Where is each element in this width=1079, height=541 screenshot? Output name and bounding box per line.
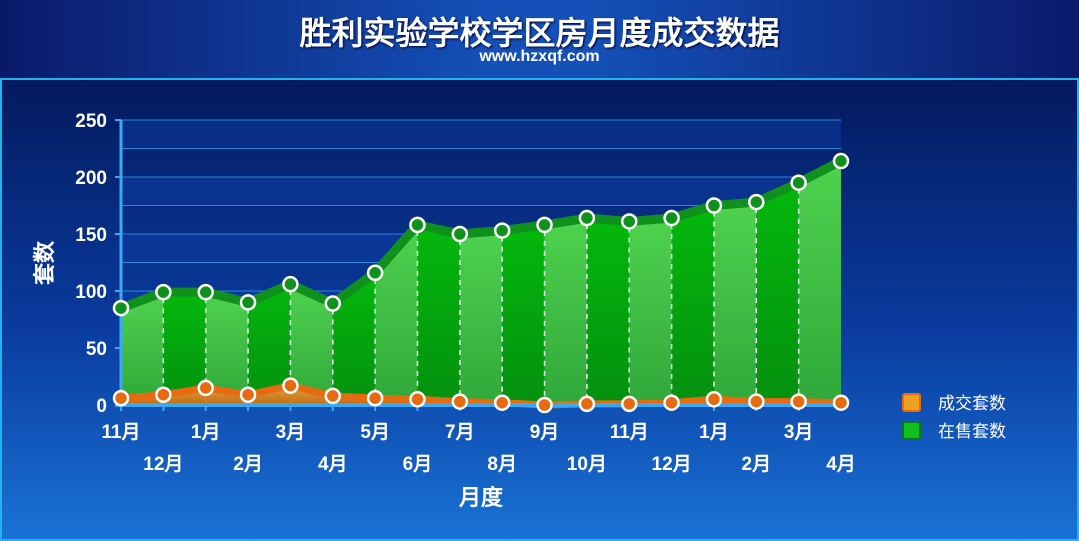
sale-area-segment [544, 218, 587, 405]
sale-data-point [112, 299, 130, 317]
sale-data-point [493, 222, 511, 239]
sale-data-point [790, 174, 807, 191]
sale-area-segment [417, 224, 460, 405]
sale-data-point [748, 193, 765, 211]
sale-data-point [197, 283, 214, 301]
x-tick-label: 1月 [191, 422, 221, 443]
x-tick-label: 11月 [101, 422, 140, 443]
legend-label: 成交套数 [938, 394, 1006, 414]
sale-data-point [239, 294, 257, 311]
y-axis-title: 套数 [32, 240, 58, 285]
sale-area-segment [459, 230, 503, 405]
sold-data-point [324, 387, 342, 405]
header-banner: 胜利实验学校学区房月度成交数据 www.hzxqf.com [0, 0, 1079, 78]
sold-data-point [451, 393, 469, 410]
sale-area-segment [163, 292, 206, 405]
sale-area-segment [798, 161, 841, 405]
sale-data-point [832, 152, 850, 170]
x-tick-label: 3月 [276, 422, 306, 443]
sale-area-segment [248, 284, 291, 405]
legend-swatch [902, 421, 921, 440]
y-tick-label: 250 [75, 111, 107, 132]
sold-data-point [536, 396, 553, 414]
sale-data-point [451, 225, 469, 243]
x-tick-label: 9月 [530, 422, 560, 443]
x-tick-label: 12月 [143, 454, 183, 475]
sale-data-point [663, 209, 680, 227]
sale-data-point [620, 213, 638, 230]
sold-data-point [620, 395, 638, 413]
sale-area-segment [290, 284, 333, 405]
x-tick-label: 6月 [403, 454, 433, 475]
y-tick-label: 0 [96, 396, 107, 417]
sale-area-segment [586, 218, 630, 405]
y-tick-label: 150 [75, 225, 107, 246]
sale-data-point [409, 216, 426, 234]
sold-data-point [409, 391, 426, 408]
y-tick-label: 200 [75, 168, 107, 189]
sold-data-point [239, 386, 257, 403]
sale-area-segment [205, 292, 249, 405]
x-tick-label: 2月 [233, 454, 263, 475]
grid-band [121, 120, 841, 149]
sale-area-segment [756, 182, 799, 405]
legend-label: 在售套数 [938, 422, 1006, 442]
sold-data-point [790, 393, 807, 410]
sale-area-segment [332, 272, 376, 405]
sale-data-point [155, 283, 172, 301]
sold-data-point [112, 389, 130, 407]
sold-data-point [282, 377, 299, 394]
y-tick-label: 50 [86, 339, 107, 360]
sold-data-point [155, 386, 172, 403]
sale-area-segment [121, 292, 164, 405]
x-tick-label: 10月 [567, 454, 607, 475]
x-tick-label: 8月 [487, 454, 517, 475]
x-tick-label: 3月 [784, 422, 814, 443]
x-tick-label: 1月 [699, 422, 729, 443]
x-tick-label: 4月 [318, 454, 348, 475]
sold-data-point [578, 395, 596, 413]
sold-data-point [705, 391, 723, 408]
x-tick-label: 11月 [610, 422, 649, 443]
sold-data-point [663, 394, 680, 411]
sold-data-point [748, 393, 765, 410]
sale-data-point [366, 264, 384, 282]
sale-data-point [578, 209, 596, 227]
sale-area-segment [502, 224, 545, 405]
sale-data-point [324, 295, 342, 312]
sold-data-point [832, 394, 850, 411]
y-tick-label: 100 [75, 282, 107, 303]
sale-area-segment [375, 224, 418, 405]
x-tick-label: 12月 [652, 454, 692, 475]
legend-swatch [902, 393, 921, 412]
sale-data-point [536, 216, 553, 234]
sold-data-point [197, 379, 214, 397]
sale-area-segment [629, 218, 672, 405]
x-tick-label: 7月 [445, 422, 475, 443]
sold-data-point [366, 389, 384, 407]
x-tick-label: 2月 [742, 454, 772, 475]
sale-data-point [282, 275, 299, 293]
chart-subtitle: www.hzxqf.com [479, 48, 600, 65]
sold-data-point [493, 394, 511, 411]
sale-data-point [705, 197, 723, 214]
sale-area-segment [671, 205, 714, 405]
x-tick-label: 4月 [826, 454, 856, 475]
x-axis-title: 月度 [458, 485, 504, 511]
chart-title: 胜利实验学校学区房月度成交数据 [299, 14, 780, 52]
sale-area-segment [713, 202, 757, 405]
x-tick-label: 5月 [360, 422, 390, 443]
